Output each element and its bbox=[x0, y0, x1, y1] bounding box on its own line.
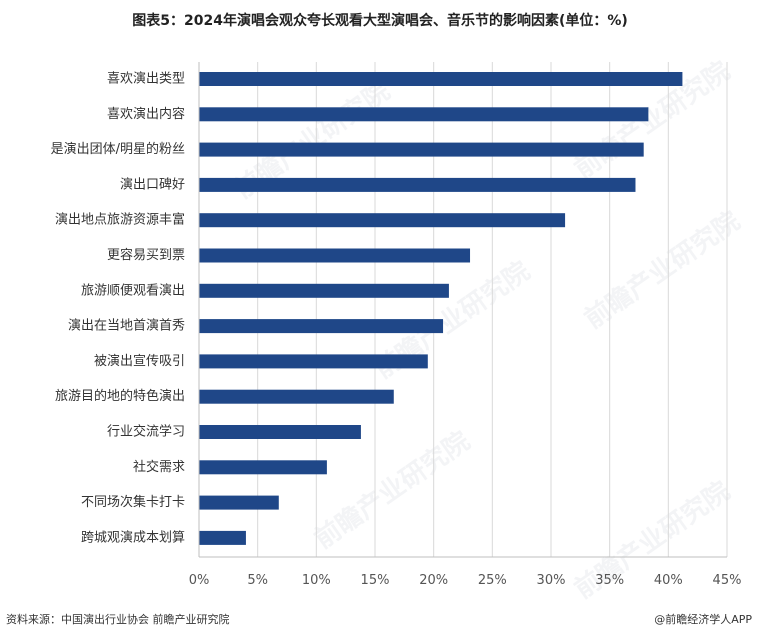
category-label: 喜欢演出类型 bbox=[107, 71, 185, 87]
bar bbox=[199, 142, 644, 157]
bar bbox=[199, 107, 649, 122]
category-label: 不同场次集卡打卡 bbox=[81, 494, 185, 510]
category-label: 社交需求 bbox=[133, 459, 185, 475]
category-label: 更容易买到票 bbox=[107, 247, 185, 263]
x-tick-label: 20% bbox=[419, 573, 448, 588]
bar bbox=[199, 248, 471, 263]
x-tick-label: 5% bbox=[247, 573, 268, 588]
brand-label: @前瞻经济学人APP bbox=[654, 613, 752, 626]
bar bbox=[199, 354, 428, 369]
category-label: 行业交流学习 bbox=[107, 424, 185, 440]
category-label: 旅游目的地的特色演出 bbox=[55, 388, 185, 404]
x-tick-label: 25% bbox=[478, 573, 507, 588]
category-label: 演出地点旅游资源丰富 bbox=[55, 212, 185, 228]
bar bbox=[199, 319, 444, 334]
x-tick-label: 35% bbox=[595, 573, 624, 588]
category-label: 演出口碑好 bbox=[120, 176, 185, 192]
category-label: 跨城观演成本划算 bbox=[81, 529, 185, 545]
bar bbox=[199, 72, 683, 86]
category-label: 是演出团体/明星的粉丝 bbox=[51, 141, 185, 157]
bar bbox=[199, 177, 636, 192]
x-tick-label: 45% bbox=[713, 573, 742, 588]
bar bbox=[199, 460, 327, 475]
bar bbox=[199, 389, 394, 404]
x-tick-label: 0% bbox=[189, 573, 210, 588]
bar-chart: 喜欢演出类型喜欢演出内容是演出团体/明星的粉丝演出口碑好演出地点旅游资源丰富更容… bbox=[51, 62, 742, 588]
category-label: 旅游顺便观看演出 bbox=[81, 282, 185, 298]
x-tick-label: 30% bbox=[537, 573, 566, 588]
bar bbox=[199, 425, 361, 439]
category-label: 演出在当地首演首秀 bbox=[68, 318, 185, 334]
bar bbox=[199, 495, 279, 510]
x-tick-label: 15% bbox=[361, 573, 390, 588]
bar bbox=[199, 530, 246, 545]
bar bbox=[199, 213, 566, 228]
chart-title: 图表5：2024年演唱会观众夸长观看大型演唱会、音乐节的影响因素(单位：%) bbox=[132, 13, 628, 29]
category-label: 喜欢演出内容 bbox=[107, 106, 185, 122]
x-tick-label: 10% bbox=[302, 573, 331, 588]
source-note: 资料来源：中国演出行业协会 前瞻产业研究院 bbox=[6, 613, 230, 626]
bar bbox=[199, 283, 449, 298]
category-label: 被演出宣传吸引 bbox=[94, 353, 185, 369]
x-tick-label: 40% bbox=[654, 573, 683, 588]
